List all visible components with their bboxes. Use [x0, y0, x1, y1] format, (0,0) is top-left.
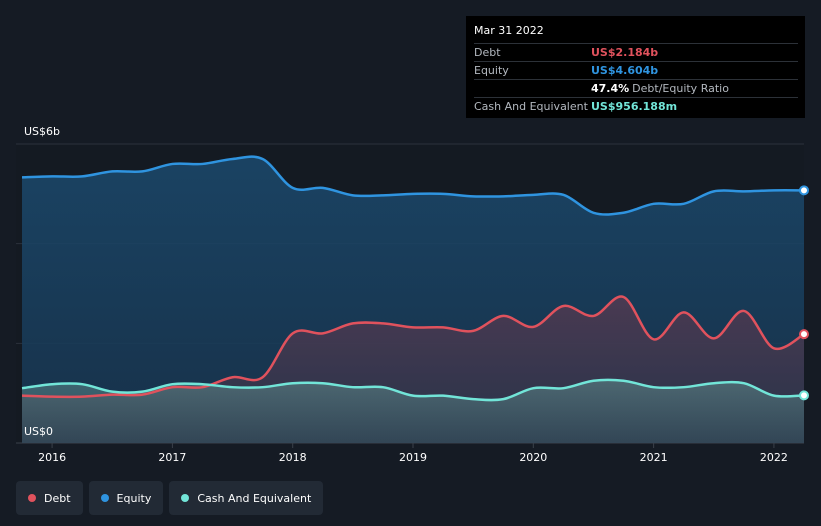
x-tick-label-2017: 2017 — [158, 451, 186, 464]
series-lines — [21, 155, 805, 402]
tooltip-label-equity: Equity — [474, 64, 509, 77]
tooltip-ratio-caption: Debt/Equity Ratio — [632, 82, 729, 95]
series-end-points — [799, 185, 809, 401]
equity-line — [21, 155, 805, 216]
legend-dot-equity — [100, 494, 109, 502]
tooltip-value-equity: US$4.604b — [591, 64, 659, 77]
y-axis-label-bottom: US$0 — [24, 425, 53, 438]
cash-end-point — [799, 390, 809, 401]
legend-item-debt[interactable]: Debt — [16, 481, 83, 515]
tooltip-row-equity: Equity US$4.604b — [474, 61, 798, 79]
debt-end-point — [799, 329, 809, 340]
tooltip-row-cash: Cash And Equivalent US$956.188m — [474, 97, 798, 115]
legend-dot-cash — [181, 494, 190, 502]
tooltip-value-ratio: 47.4% — [591, 82, 630, 95]
legend-label-debt: Debt — [44, 491, 71, 505]
legend-item-equity[interactable]: Equity — [88, 481, 164, 515]
series-areas — [22, 156, 805, 443]
tooltip-value-debt: US$2.184b — [591, 46, 659, 59]
legend-dot-debt — [28, 494, 36, 502]
legend-label-cash: Cash And Equivalent — [197, 491, 312, 505]
x-tick-label-2016: 2016 — [38, 451, 66, 464]
legend-item-cash[interactable]: Cash And Equivalent — [169, 481, 324, 515]
cash-line — [21, 378, 805, 402]
x-tick-label-2019: 2019 — [399, 451, 427, 464]
x-tick-label-2022: 2022 — [760, 451, 788, 464]
cash-area — [22, 379, 805, 443]
x-tick-label-2020: 2020 — [519, 451, 547, 464]
x-tick-label-2018: 2018 — [279, 451, 307, 464]
tooltip-row-debt: Debt US$2.184b — [474, 43, 798, 61]
chart-legend: Debt Equity Cash And Equivalent — [16, 481, 324, 515]
tooltip-label-debt: Debt — [474, 46, 501, 59]
data-tooltip: Mar 31 2022 Debt US$2.184b Equity US$4.6… — [466, 16, 805, 118]
legend-label-equity: Equity — [116, 491, 152, 505]
y-axis-label-top: US$6b — [24, 125, 60, 138]
x-tick-label-2021: 2021 — [640, 451, 668, 464]
tooltip-row-ratio: 47.4% Debt/Equity Ratio — [474, 79, 798, 97]
equity-end-point — [799, 185, 809, 196]
tooltip-label-ratio — [474, 80, 591, 97]
tooltip-label-cash: Cash And Equivalent — [474, 100, 588, 113]
tooltip-value-cash: US$956.188m — [591, 100, 678, 113]
tooltip-date: Mar 31 2022 — [474, 24, 544, 37]
debt-line — [21, 295, 805, 399]
x-axis-ticks: 2016 2017 2018 2019 2020 2021 2022 — [38, 443, 788, 464]
